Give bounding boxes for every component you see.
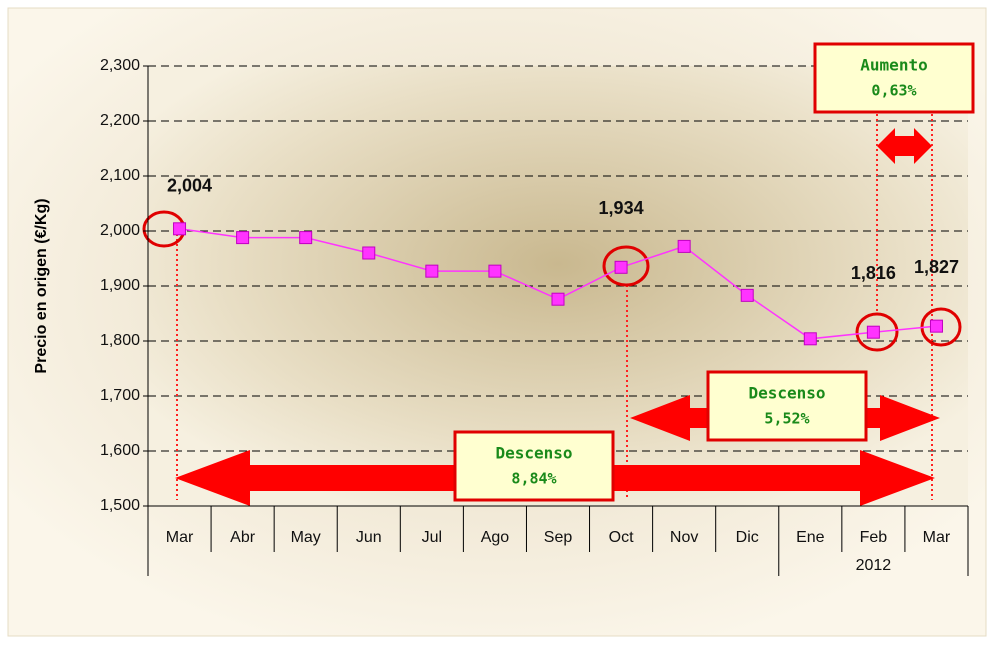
data-label: 2,004 xyxy=(167,176,212,196)
data-label: 1,816 xyxy=(851,263,896,283)
marker xyxy=(614,260,628,274)
marker xyxy=(362,246,376,260)
marker xyxy=(551,292,565,306)
y-tick-label: 1,800 xyxy=(100,332,140,349)
x-tick-label: Mar xyxy=(923,529,951,546)
y-tick-label: 1,700 xyxy=(100,387,140,404)
y-tick-label: 2,200 xyxy=(100,112,140,129)
x-tick-label: May xyxy=(291,529,321,546)
y-tick-label: 1,900 xyxy=(100,277,140,294)
marker xyxy=(299,231,313,245)
x-tick-label: Nov xyxy=(670,529,698,546)
x-tick-label: Jun xyxy=(356,529,382,546)
x-tick-label: Dic xyxy=(736,529,759,546)
annotation-text: 0,63% xyxy=(871,82,916,100)
annotation-text: 5,52% xyxy=(764,410,809,428)
marker xyxy=(236,231,250,245)
marker xyxy=(173,222,187,236)
y-axis-label: Precio en origen (€/Kg) xyxy=(33,198,50,373)
y-tick-label: 2,000 xyxy=(100,222,140,239)
annotation-text: 8,84% xyxy=(511,470,556,488)
marker xyxy=(425,264,439,278)
annotation-title: Aumento xyxy=(860,56,927,75)
y-tick-label: 2,300 xyxy=(100,57,140,74)
data-label: 1,827 xyxy=(914,257,959,277)
x-tick-label: Ago xyxy=(481,529,510,546)
marker xyxy=(803,332,817,346)
marker xyxy=(929,319,943,333)
x-tick-label: Sep xyxy=(544,529,573,546)
annotation-box xyxy=(453,430,615,502)
x-tick-label: Ene xyxy=(796,529,825,546)
x-tick-label: Feb xyxy=(860,529,888,546)
marker xyxy=(740,288,754,302)
x-tick-label: Mar xyxy=(166,529,194,546)
x-tick-label: Jul xyxy=(422,529,442,546)
y-tick-label: 2,100 xyxy=(100,167,140,184)
annotation-title: Descenso xyxy=(748,384,825,403)
year-label: 2012 xyxy=(856,557,892,574)
marker xyxy=(677,239,691,253)
annotation-box xyxy=(813,42,975,114)
marker xyxy=(866,325,880,339)
x-tick-label: Abr xyxy=(230,529,256,546)
annotation-box xyxy=(706,370,868,442)
y-tick-label: 1,500 xyxy=(100,497,140,514)
x-tick-label: Oct xyxy=(609,529,634,546)
y-tick-label: 1,600 xyxy=(100,442,140,459)
marker xyxy=(488,264,502,278)
data-label: 1,934 xyxy=(599,198,644,218)
annotation-title: Descenso xyxy=(495,444,572,463)
